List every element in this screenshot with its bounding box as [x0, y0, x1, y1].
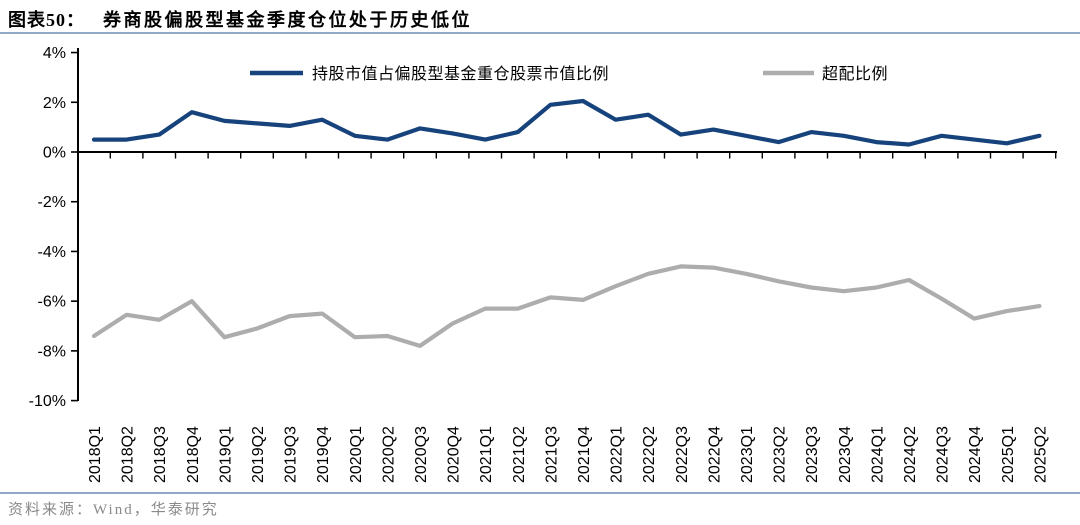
x-axis-label: 2018Q1: [87, 426, 104, 483]
x-axis-label: 2024Q4: [967, 426, 984, 483]
y-axis-label: 4%: [43, 45, 66, 62]
x-axis-label: 2020Q1: [348, 426, 365, 483]
x-axis-label: 2022Q3: [674, 426, 691, 483]
x-axis-label: 2019Q3: [283, 426, 300, 483]
x-axis-label: 2018Q2: [120, 426, 137, 483]
chart-header: 图表50： 券商股偏股型基金季度仓位处于历史低位: [8, 6, 472, 32]
legend-holdings-label: 持股市值占偏股型基金重仓股票市值比例: [312, 65, 609, 83]
y-axis-label: 0%: [43, 145, 66, 162]
x-axis-label: 2023Q1: [739, 426, 756, 483]
x-axis-label: 2025Q1: [1000, 426, 1017, 483]
y-axis-label: -10%: [29, 393, 66, 410]
figure-title: 券商股偏股型基金季度仓位处于历史低位: [103, 10, 472, 30]
x-axis-label: 2020Q4: [446, 426, 463, 483]
overweight-ratio-line: [91, 264, 1042, 348]
x-axis-label: 2022Q1: [609, 426, 626, 483]
x-axis-label: 2024Q2: [902, 426, 919, 483]
x-axis-label: 2020Q2: [380, 426, 397, 483]
source-note: 资料来源：Wind，华泰研究: [8, 502, 219, 518]
x-axis-label: 2023Q4: [837, 426, 854, 483]
x-axis-label: 2019Q4: [315, 426, 332, 483]
y-axis-label: -8%: [38, 343, 66, 360]
x-axis-label: 2018Q3: [152, 426, 169, 483]
x-axis-label: 2021Q1: [478, 426, 495, 483]
x-axis-label: 2020Q3: [413, 426, 430, 483]
x-axis-label: 2019Q2: [250, 426, 267, 483]
holdings-ratio-line: [91, 98, 1042, 147]
x-axis-label: 2018Q4: [185, 426, 202, 483]
y-axis-label: -4%: [38, 244, 66, 261]
x-axis-label: 2021Q2: [511, 426, 528, 483]
x-axis-label: 2024Q3: [935, 426, 952, 483]
x-axis-label: 2022Q2: [641, 426, 658, 483]
y-axis-label: -6%: [38, 294, 66, 311]
x-axis-label: 2021Q3: [543, 426, 560, 483]
x-axis-label: 2022Q4: [706, 426, 723, 483]
figure-label: 图表50：: [8, 10, 85, 30]
x-axis-label: 2024Q1: [869, 426, 886, 483]
y-axis-label: 2%: [43, 95, 66, 112]
y-axis-label: -2%: [38, 194, 66, 211]
legend-overweight-label: 超配比例: [822, 65, 888, 83]
x-axis-label: 2021Q4: [576, 426, 593, 483]
x-axis-label: 2023Q3: [804, 426, 821, 483]
chart-area: 4% 2% 0% -2% -4% -6% -8% -10% 2018Q1 2018Q2 2018Q3…: [0, 40, 1080, 490]
x-axis-label: 2023Q2: [772, 426, 789, 483]
x-axis-label: 2019Q1: [217, 426, 234, 483]
x-axis-label: 2025Q2: [1032, 426, 1049, 483]
title-underline-rule: [0, 32, 1080, 34]
line-chart: 4% 2% 0% -2% -4% -6% -8% -10% 2018Q1 2018Q2 2018Q3…: [29, 45, 1057, 483]
bottom-rule: [0, 492, 1080, 494]
